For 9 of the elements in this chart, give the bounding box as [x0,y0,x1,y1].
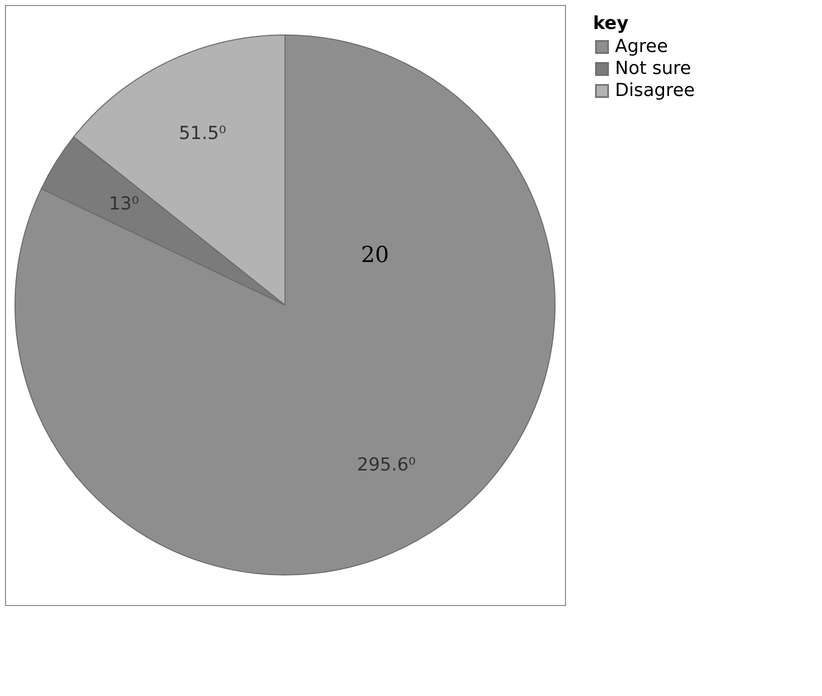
legend-label: Agree [615,36,668,57]
legend-title: key [593,13,629,34]
data-label: 51.5⁰ [178,122,226,144]
text: 20 [361,243,389,268]
data-label: 295.6⁰ [356,454,416,476]
legend-label: Disagree [615,80,695,101]
pie-slice [14,34,556,576]
legend-label: Not sure [615,58,692,79]
data-label: 13⁰ [108,193,139,214]
